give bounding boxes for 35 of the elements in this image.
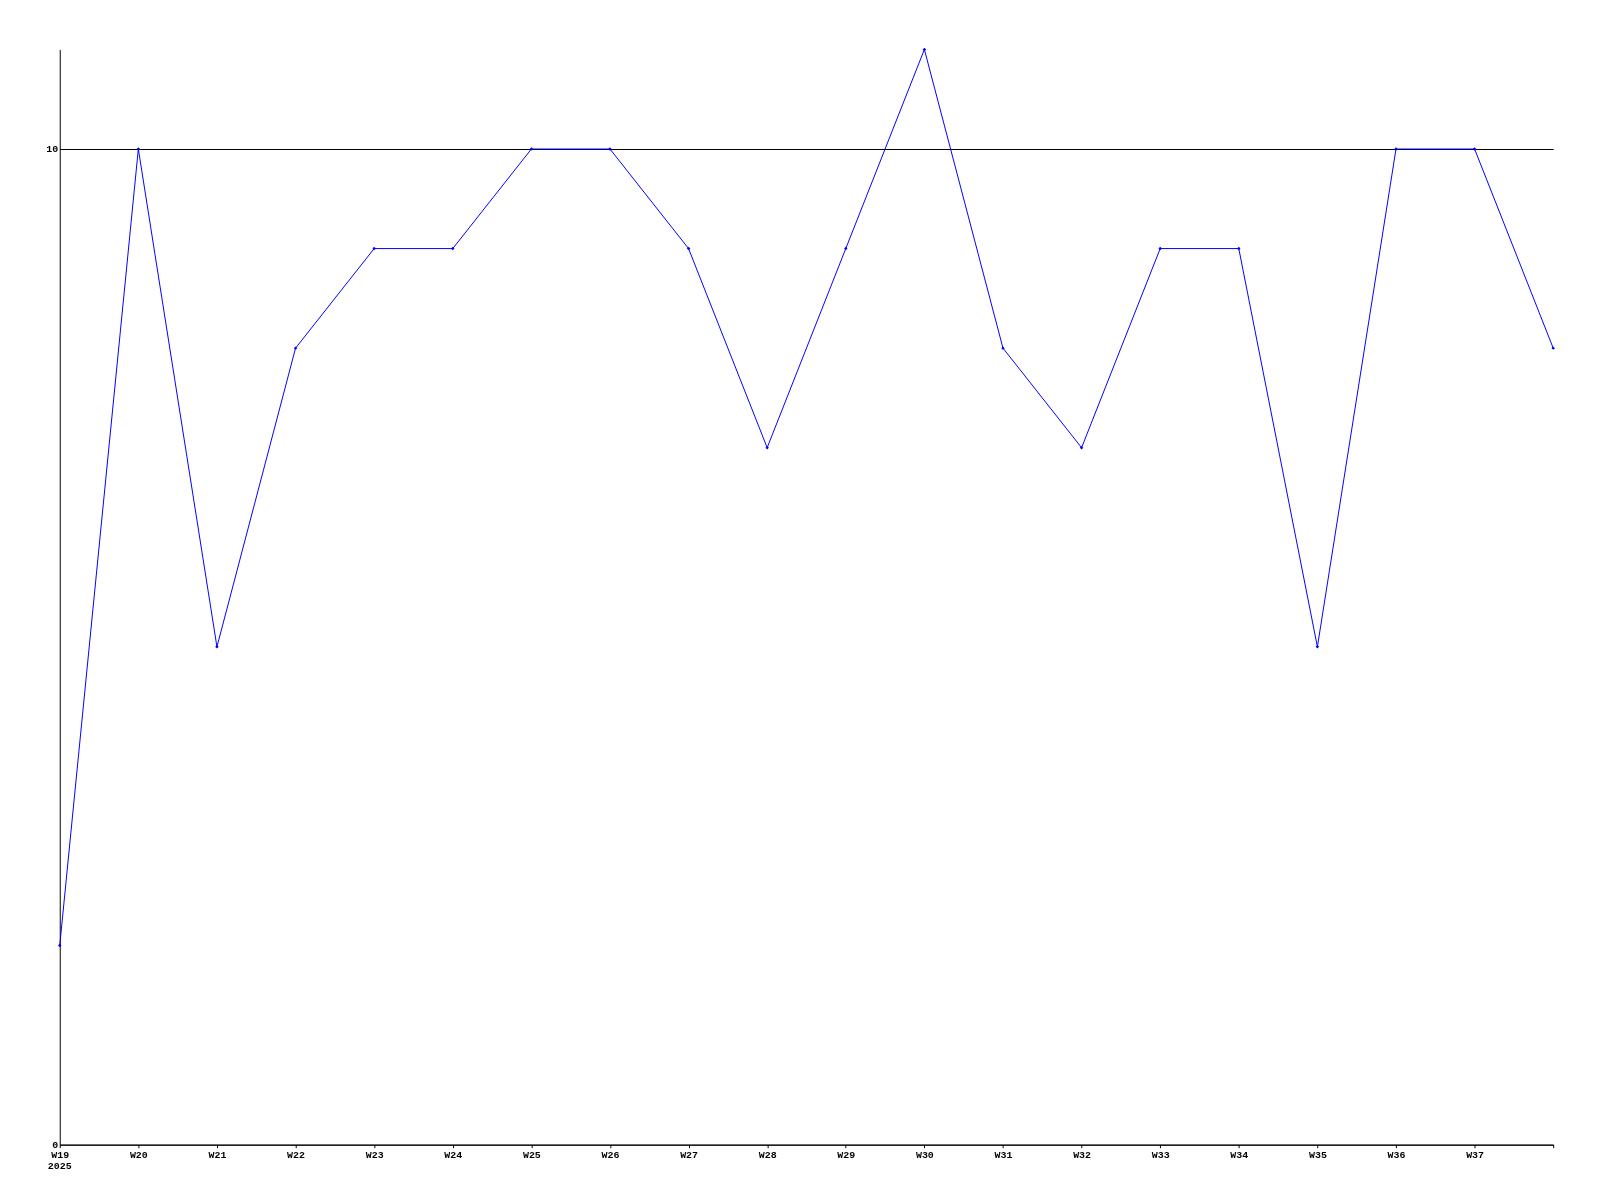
x-tick-label: W21 (208, 1150, 227, 1162)
point (844, 246, 848, 251)
x-tick-label: W33 (1151, 1150, 1170, 1162)
x-tick-label: W24 (444, 1150, 463, 1162)
point (293, 346, 298, 350)
y-tick-label: 10 (46, 144, 59, 156)
x-tick-label: W35 (1308, 1150, 1327, 1162)
x-tick-label: W37 (1466, 1150, 1485, 1162)
x-tick-label: W20 (129, 1150, 148, 1162)
x-tick-label: W27 (680, 1150, 699, 1162)
x-tick-label: W36 (1387, 1150, 1406, 1162)
point (1472, 147, 1477, 151)
point (1158, 246, 1162, 251)
x-tick-label: W19 (51, 1150, 70, 1162)
point (765, 445, 769, 450)
y-tick-label: 0 (52, 1140, 59, 1152)
point (1315, 645, 1320, 649)
point (136, 147, 141, 151)
text: 2025 (47, 1160, 72, 1172)
x-tick-label: W34 (1230, 1150, 1249, 1162)
point (451, 246, 455, 251)
point (1079, 445, 1084, 450)
x-tick-label: W31 (994, 1150, 1013, 1162)
x-tick-label: W29 (837, 1150, 856, 1162)
x-tick-label: W28 (758, 1150, 777, 1162)
x-tick-label: W25 (522, 1150, 541, 1162)
point (529, 147, 534, 151)
x-tick-label: W32 (1073, 1150, 1092, 1162)
x-tick-label: W22 (287, 1150, 306, 1162)
x-tick-label: W26 (601, 1150, 620, 1162)
x-tick-label: W23 (365, 1150, 384, 1162)
point (1551, 346, 1555, 350)
point (372, 246, 376, 251)
x-tick-label: W30 (915, 1150, 934, 1162)
point (1237, 246, 1241, 251)
